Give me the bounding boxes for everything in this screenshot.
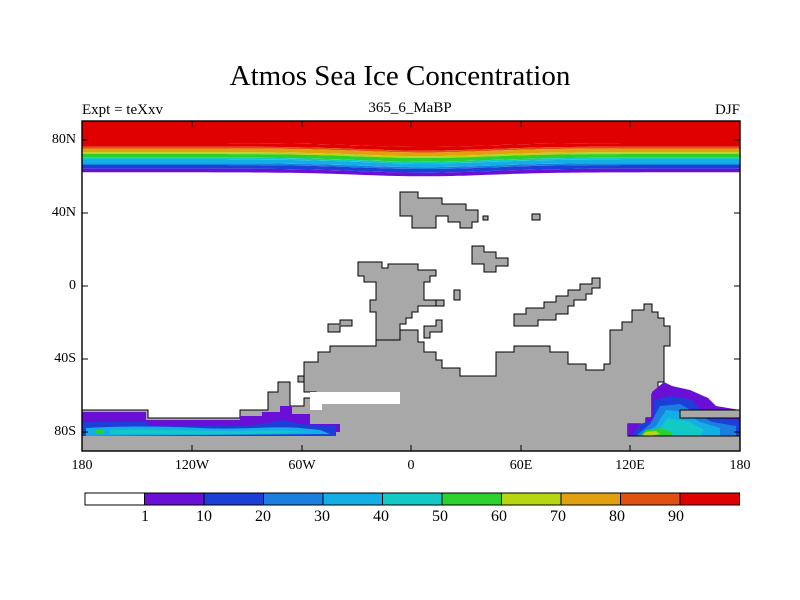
interior-seas: [310, 392, 400, 410]
colorbar-swatch: [620, 492, 681, 506]
continent-shelf-pacific: [82, 436, 342, 451]
season-label: DJF: [714, 102, 740, 118]
colorbar-swatch: [203, 492, 264, 506]
land-australia-arc: [513, 277, 601, 327]
map-plot-area: [82, 121, 740, 451]
land-small-island-a: [531, 213, 541, 221]
x-tick-label: 60E: [509, 458, 533, 473]
tethys-gap: [310, 392, 400, 410]
arctic-ice-bands: [82, 121, 740, 177]
arctic-band: [82, 148, 740, 157]
colorbar: [84, 492, 740, 506]
arctic-band: [82, 146, 740, 153]
period-label: 365_6_MaBP: [368, 100, 452, 116]
y-tick-label: 80N: [51, 132, 76, 147]
plot-title: Atmos Sea Ice Concentration: [229, 60, 571, 92]
y-tick-label: 40S: [54, 351, 76, 366]
arctic-band: [82, 157, 740, 164]
land-india: [471, 245, 509, 273]
colorbar-label: 1: [141, 508, 149, 525]
colorbar-swatch: [84, 492, 145, 506]
ice-zone-5: [96, 430, 104, 434]
colorbar-label: 10: [196, 508, 212, 525]
colorbar-swatch: [441, 492, 502, 506]
arctic-band: [82, 165, 740, 173]
colorbar-swatch: [263, 492, 324, 506]
antarctic-ice-australian: [628, 382, 740, 451]
arctic-band: [82, 154, 740, 162]
antarctic-ice-pacific: [82, 406, 342, 451]
experiment-label: Expt = teXxv: [82, 102, 163, 118]
ice-zone-aus-7: [642, 431, 660, 436]
y-tick-label: 80S: [54, 424, 76, 439]
land-small-island-b: [482, 215, 489, 221]
arctic-band: [82, 143, 740, 151]
colorbar-label: 80: [609, 508, 625, 525]
colorbar-swatch: [679, 492, 740, 506]
x-tick-label: 180: [729, 458, 751, 473]
arctic-band: [82, 121, 740, 147]
colorbar-swatch: [560, 492, 621, 506]
x-tick-label: 120W: [174, 458, 210, 473]
x-tick-label: 180: [71, 458, 93, 473]
colorbar-label: 20: [255, 508, 271, 525]
colorbar-swatch: [501, 492, 562, 506]
land-pacific-islet: [297, 375, 305, 383]
colorbar-swatch: [322, 492, 383, 506]
arctic-band: [82, 168, 740, 177]
land-gondwana-main: [82, 303, 740, 451]
colorbar-label: 30: [314, 508, 330, 525]
arctic-band: [82, 163, 740, 169]
land-southern-islet: [423, 319, 443, 339]
y-tick-label: 0: [69, 278, 76, 293]
land-africa-island: [453, 289, 461, 301]
land-south-america-islet: [327, 319, 353, 333]
x-tick-label: 120E: [615, 458, 645, 473]
land-masses: [82, 191, 740, 451]
land-aus-bump: [679, 409, 740, 419]
colorbar-swatch: [144, 492, 205, 506]
colorbar-label: 40: [373, 508, 389, 525]
colorbar-label: 90: [668, 508, 684, 525]
colorbar-label: 60: [491, 508, 507, 525]
land-asia-north: [399, 191, 479, 229]
land-small-island-c: [435, 299, 445, 307]
x-tick-label: 60W: [288, 458, 316, 473]
ice-zone-4: [110, 429, 310, 434]
colorbar-swatch: [382, 492, 443, 506]
colorbar-label: 70: [550, 508, 566, 525]
arctic-band: [82, 159, 740, 168]
continent-shelf-aus: [628, 436, 740, 451]
y-tick-label: 40N: [51, 205, 76, 220]
colorbar-label: 50: [432, 508, 448, 525]
arctic-band: [82, 152, 740, 158]
land-africa-north: [357, 261, 437, 343]
tick-marks: [82, 121, 740, 451]
x-tick-label: 0: [407, 458, 415, 473]
